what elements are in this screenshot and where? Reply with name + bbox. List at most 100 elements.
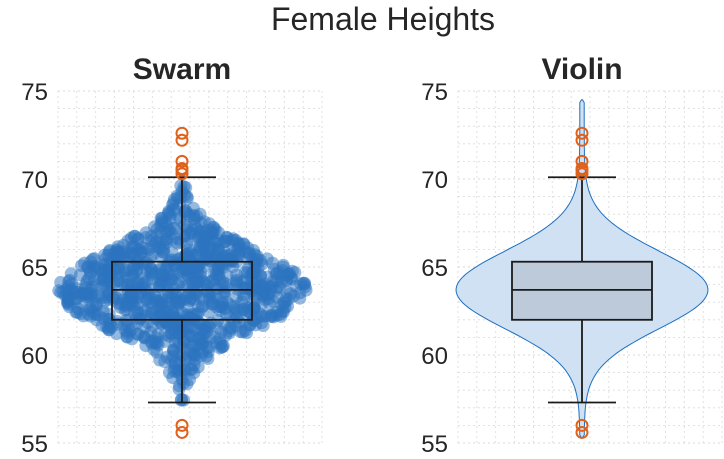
outlier-point	[575, 418, 589, 432]
swarm-point	[79, 281, 92, 295]
y-tick-label: 65	[421, 255, 448, 282]
swarm-point	[62, 275, 76, 289]
swarm-point	[279, 292, 293, 306]
swarm-point	[103, 267, 117, 281]
box-plot	[511, 176, 653, 404]
swarm-point	[250, 252, 264, 266]
outlier-point	[175, 425, 189, 439]
swarm-point	[121, 298, 135, 311]
swarm-point	[150, 345, 164, 359]
swarm-point	[216, 301, 230, 315]
swarm-point	[199, 252, 213, 266]
swarm-point	[296, 276, 310, 290]
swarm-point	[202, 275, 216, 289]
swarm-point	[211, 243, 225, 257]
swarm-point	[188, 274, 202, 288]
swarm-point	[205, 227, 219, 241]
swarm-point	[135, 241, 149, 255]
swarm-point	[190, 308, 204, 322]
swarm-point	[155, 310, 168, 323]
swarm-point	[84, 267, 98, 281]
figure-title: Female Heights	[271, 1, 495, 37]
swarm-point	[272, 265, 286, 279]
y-tick-label: 55	[421, 431, 448, 458]
swarm-point	[111, 246, 125, 260]
swarm-point	[179, 204, 193, 218]
swarm-point	[168, 357, 182, 371]
swarm-point	[172, 379, 186, 393]
swarm-point	[128, 229, 142, 243]
swarm-point	[222, 326, 236, 340]
swarm-point	[125, 322, 139, 336]
y-tick-label: 70	[421, 167, 448, 194]
swarm-point	[220, 253, 234, 267]
swarm-point	[52, 284, 66, 298]
swarm-axes-title: Swarm	[133, 53, 231, 86]
swarm-point	[224, 235, 238, 249]
swarm-axes: Swarm 55 60 65 70 75	[21, 53, 323, 458]
swarm-point	[240, 326, 254, 340]
swarm-point	[105, 320, 119, 334]
outlier-point	[575, 154, 589, 168]
outliers	[175, 126, 189, 439]
outlier-point	[175, 133, 189, 147]
outlier-point	[575, 167, 589, 181]
swarm-point	[194, 216, 208, 230]
swarm-point	[174, 179, 188, 193]
swarm-point	[293, 291, 307, 305]
swarm-point	[258, 277, 272, 291]
swarm-point	[238, 282, 252, 296]
swarm-point	[158, 355, 172, 369]
swarm-point	[160, 260, 174, 274]
swarm-point	[273, 307, 287, 321]
swarm-point	[166, 307, 180, 321]
y-tick-label: 75	[421, 79, 448, 106]
swarm-point	[101, 284, 115, 298]
swarm-point	[241, 241, 255, 255]
swarm-point	[285, 264, 299, 278]
outliers	[575, 126, 589, 439]
swarm-point	[183, 373, 196, 387]
outlier-point	[575, 133, 589, 147]
y-tick-label: 75	[21, 79, 48, 106]
swarm-point	[227, 314, 240, 328]
y-tick-label: 65	[21, 255, 48, 282]
violin-axes: Violin 55 60 65 70 75	[421, 53, 723, 458]
swarm-point	[74, 307, 88, 320]
swarm-point	[195, 348, 208, 362]
swarm-point	[172, 337, 186, 351]
swarm-point	[182, 243, 195, 257]
swarm-point	[187, 358, 201, 372]
swarm-point	[249, 318, 263, 332]
outlier-point	[175, 167, 189, 181]
swarm-point	[167, 221, 181, 235]
swarm-point	[200, 325, 214, 339]
outlier-point	[575, 161, 589, 175]
outlier-point	[175, 418, 189, 432]
swarm-point	[73, 268, 87, 282]
swarm-point	[62, 297, 76, 311]
swarm-point	[131, 305, 145, 319]
swarm-point	[216, 340, 229, 354]
swarm-point	[170, 189, 184, 203]
box-plot	[111, 176, 253, 404]
swarm-point	[148, 287, 162, 301]
swarm-point	[90, 278, 104, 292]
y-tick-label: 55	[21, 431, 48, 458]
swarm-point	[126, 262, 140, 276]
swarm-point	[101, 248, 115, 262]
swarm-point	[170, 256, 184, 270]
y-tick-label: 60	[421, 343, 448, 370]
outlier-point	[175, 154, 189, 168]
swarm-point	[157, 245, 171, 259]
outlier-point	[575, 126, 589, 140]
y-tick-label: 60	[21, 343, 48, 370]
swarm-point	[235, 295, 249, 309]
violin-axes-title: Violin	[541, 53, 622, 86]
swarm-point	[84, 255, 98, 269]
swarm-point	[180, 262, 194, 276]
swarm-point	[165, 232, 179, 246]
swarm-point	[87, 307, 101, 321]
y-tick-label: 70	[21, 167, 48, 194]
